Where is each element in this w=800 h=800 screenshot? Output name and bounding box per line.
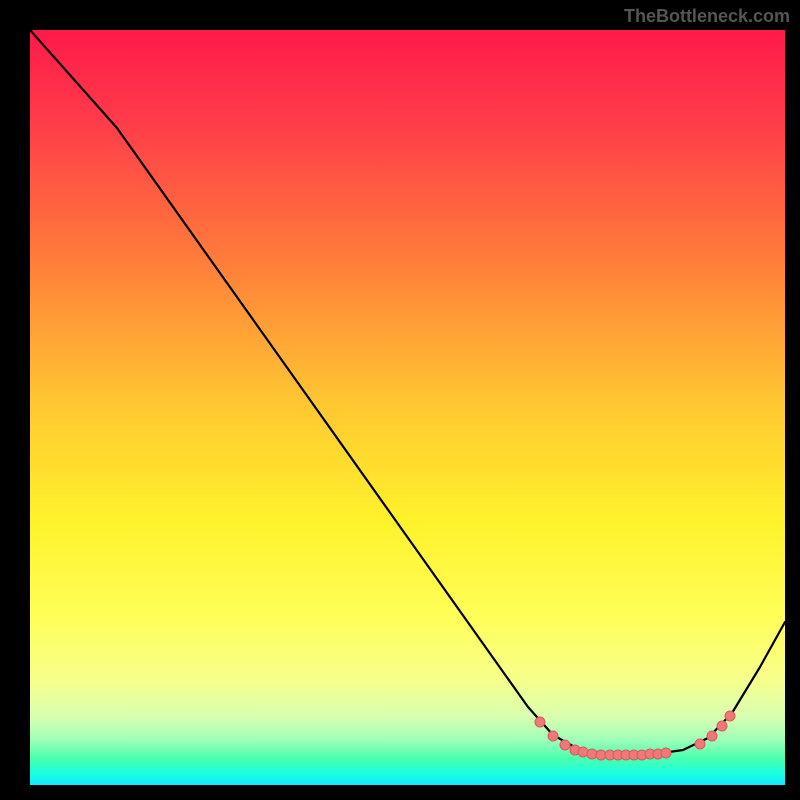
marker-group [535,711,735,760]
chart-container: TheBottleneck.com [0,0,800,800]
watermark-text: TheBottleneck.com [624,6,790,27]
data-point-marker [661,748,671,758]
curve-overlay [30,30,785,785]
data-point-marker [717,721,727,731]
data-point-marker [725,711,735,721]
data-point-marker [535,717,545,727]
data-point-marker [548,731,558,741]
data-point-marker [707,731,717,741]
data-point-marker [587,749,597,759]
data-point-marker [695,739,705,749]
data-point-marker [578,747,588,757]
data-point-marker [560,740,570,750]
plot-area [30,30,785,785]
bottleneck-curve [30,30,785,755]
